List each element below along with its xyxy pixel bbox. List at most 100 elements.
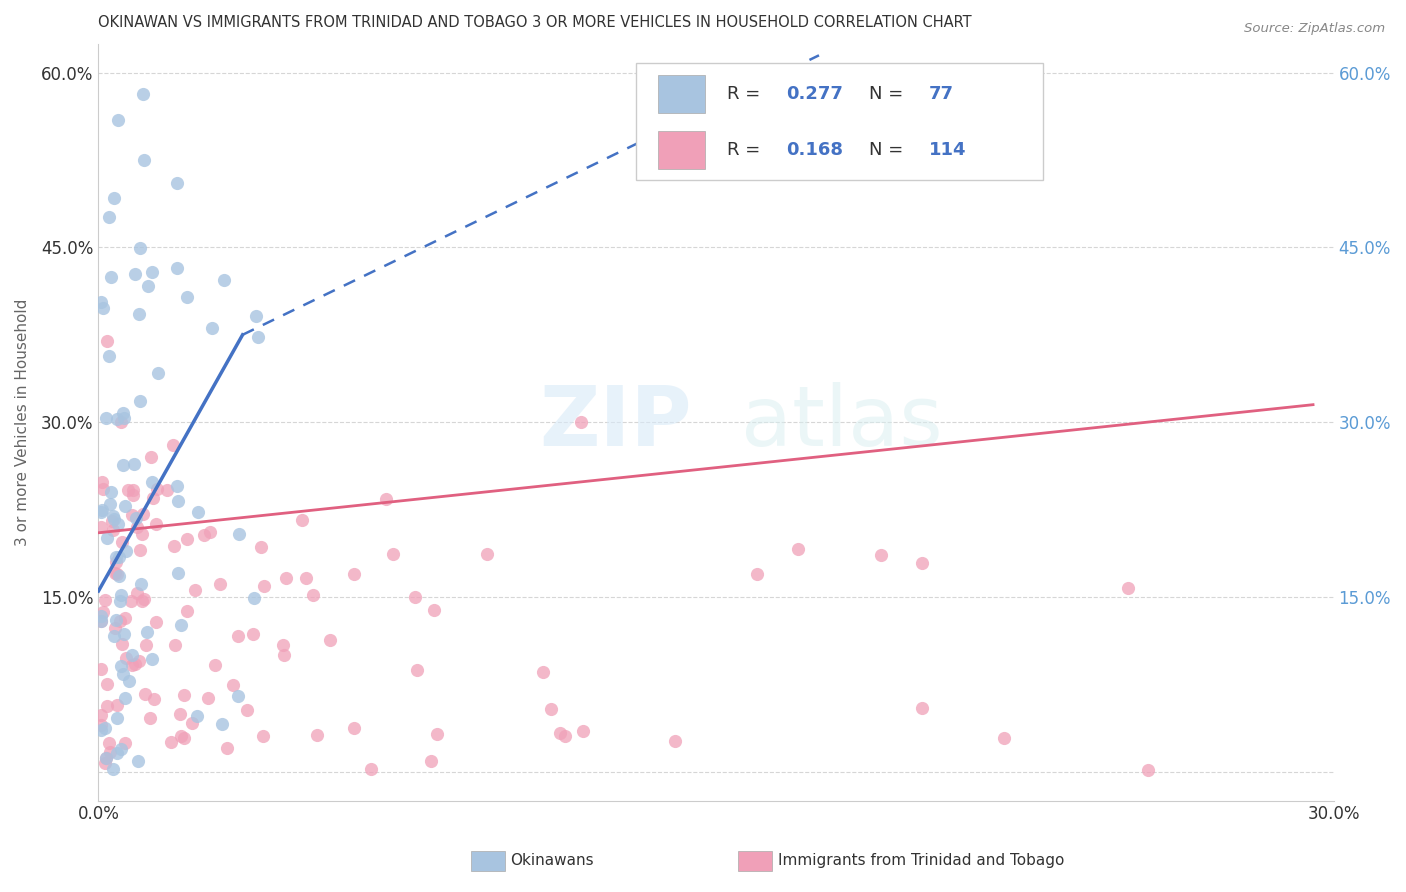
Point <box>169 706 191 721</box>
Point <box>212 273 235 287</box>
Point <box>110 415 132 429</box>
Point <box>184 582 207 597</box>
Point <box>176 604 198 618</box>
Point <box>96 677 118 691</box>
Point <box>143 692 166 706</box>
Point <box>141 265 163 279</box>
Point <box>90 520 112 534</box>
Point <box>114 691 136 706</box>
Point <box>163 539 186 553</box>
Point <box>209 576 232 591</box>
Point <box>253 579 276 593</box>
Point <box>319 632 342 647</box>
FancyBboxPatch shape <box>636 62 1043 180</box>
Point <box>148 367 170 381</box>
Point <box>305 728 328 742</box>
Point <box>869 548 891 562</box>
Point <box>406 663 429 677</box>
Point <box>197 690 219 705</box>
Point <box>94 750 117 764</box>
Point <box>111 666 134 681</box>
Point <box>173 688 195 702</box>
Point <box>98 745 121 759</box>
Point <box>122 483 145 497</box>
Point <box>118 674 141 689</box>
Point <box>664 734 686 748</box>
Bar <box>658 76 704 113</box>
Point <box>98 497 121 511</box>
Point <box>134 153 156 168</box>
Point <box>246 330 269 344</box>
Point <box>245 309 267 323</box>
Point <box>204 658 226 673</box>
Point <box>131 594 153 608</box>
Point <box>107 747 129 761</box>
Point <box>112 627 135 641</box>
Point <box>911 556 934 570</box>
Point <box>135 638 157 652</box>
Point <box>103 621 125 635</box>
Point <box>141 652 163 666</box>
Point <box>100 270 122 285</box>
Text: 77: 77 <box>928 86 953 103</box>
Point <box>173 731 195 745</box>
Point <box>91 475 114 490</box>
Point <box>295 571 318 585</box>
Point <box>100 485 122 500</box>
Point <box>90 609 112 624</box>
Point <box>103 191 125 205</box>
Point <box>96 531 118 545</box>
Point <box>222 678 245 692</box>
Point <box>128 307 150 321</box>
Point <box>91 606 114 620</box>
Point <box>404 590 426 604</box>
Point <box>93 756 115 770</box>
Point <box>139 711 162 725</box>
Point <box>96 699 118 714</box>
Text: 0.277: 0.277 <box>786 86 844 103</box>
Point <box>107 569 129 583</box>
Text: R =: R = <box>727 86 766 103</box>
Point <box>90 662 112 676</box>
Point <box>111 637 134 651</box>
Point <box>302 588 325 602</box>
Point <box>93 592 115 607</box>
Point <box>186 709 208 723</box>
Point <box>128 542 150 557</box>
Point <box>110 658 132 673</box>
Point <box>105 710 128 724</box>
Point <box>91 483 114 497</box>
Point <box>141 475 163 490</box>
Point <box>787 542 810 557</box>
Point <box>132 508 155 522</box>
Point <box>176 533 198 547</box>
Point <box>554 729 576 743</box>
Point <box>112 410 135 425</box>
Point <box>117 483 139 498</box>
Point <box>125 520 148 534</box>
Point <box>187 505 209 519</box>
Point <box>124 267 146 281</box>
Point <box>108 594 131 608</box>
Text: ZIP: ZIP <box>538 382 692 463</box>
Point <box>343 567 366 582</box>
Text: N =: N = <box>869 86 910 103</box>
Point <box>104 555 127 569</box>
Point <box>105 614 128 628</box>
Point <box>167 566 190 581</box>
Point <box>104 566 127 580</box>
Point <box>90 614 112 628</box>
Point <box>96 334 118 348</box>
Point <box>98 736 121 750</box>
Point <box>91 301 114 315</box>
Point <box>127 586 149 600</box>
Point <box>128 655 150 669</box>
Y-axis label: 3 or more Vehicles in Household: 3 or more Vehicles in Household <box>15 299 30 546</box>
Point <box>548 725 571 739</box>
Point <box>276 571 298 585</box>
Point <box>103 629 125 643</box>
Point <box>193 528 215 542</box>
Point <box>90 718 112 732</box>
Point <box>228 629 250 643</box>
Point <box>571 723 593 738</box>
